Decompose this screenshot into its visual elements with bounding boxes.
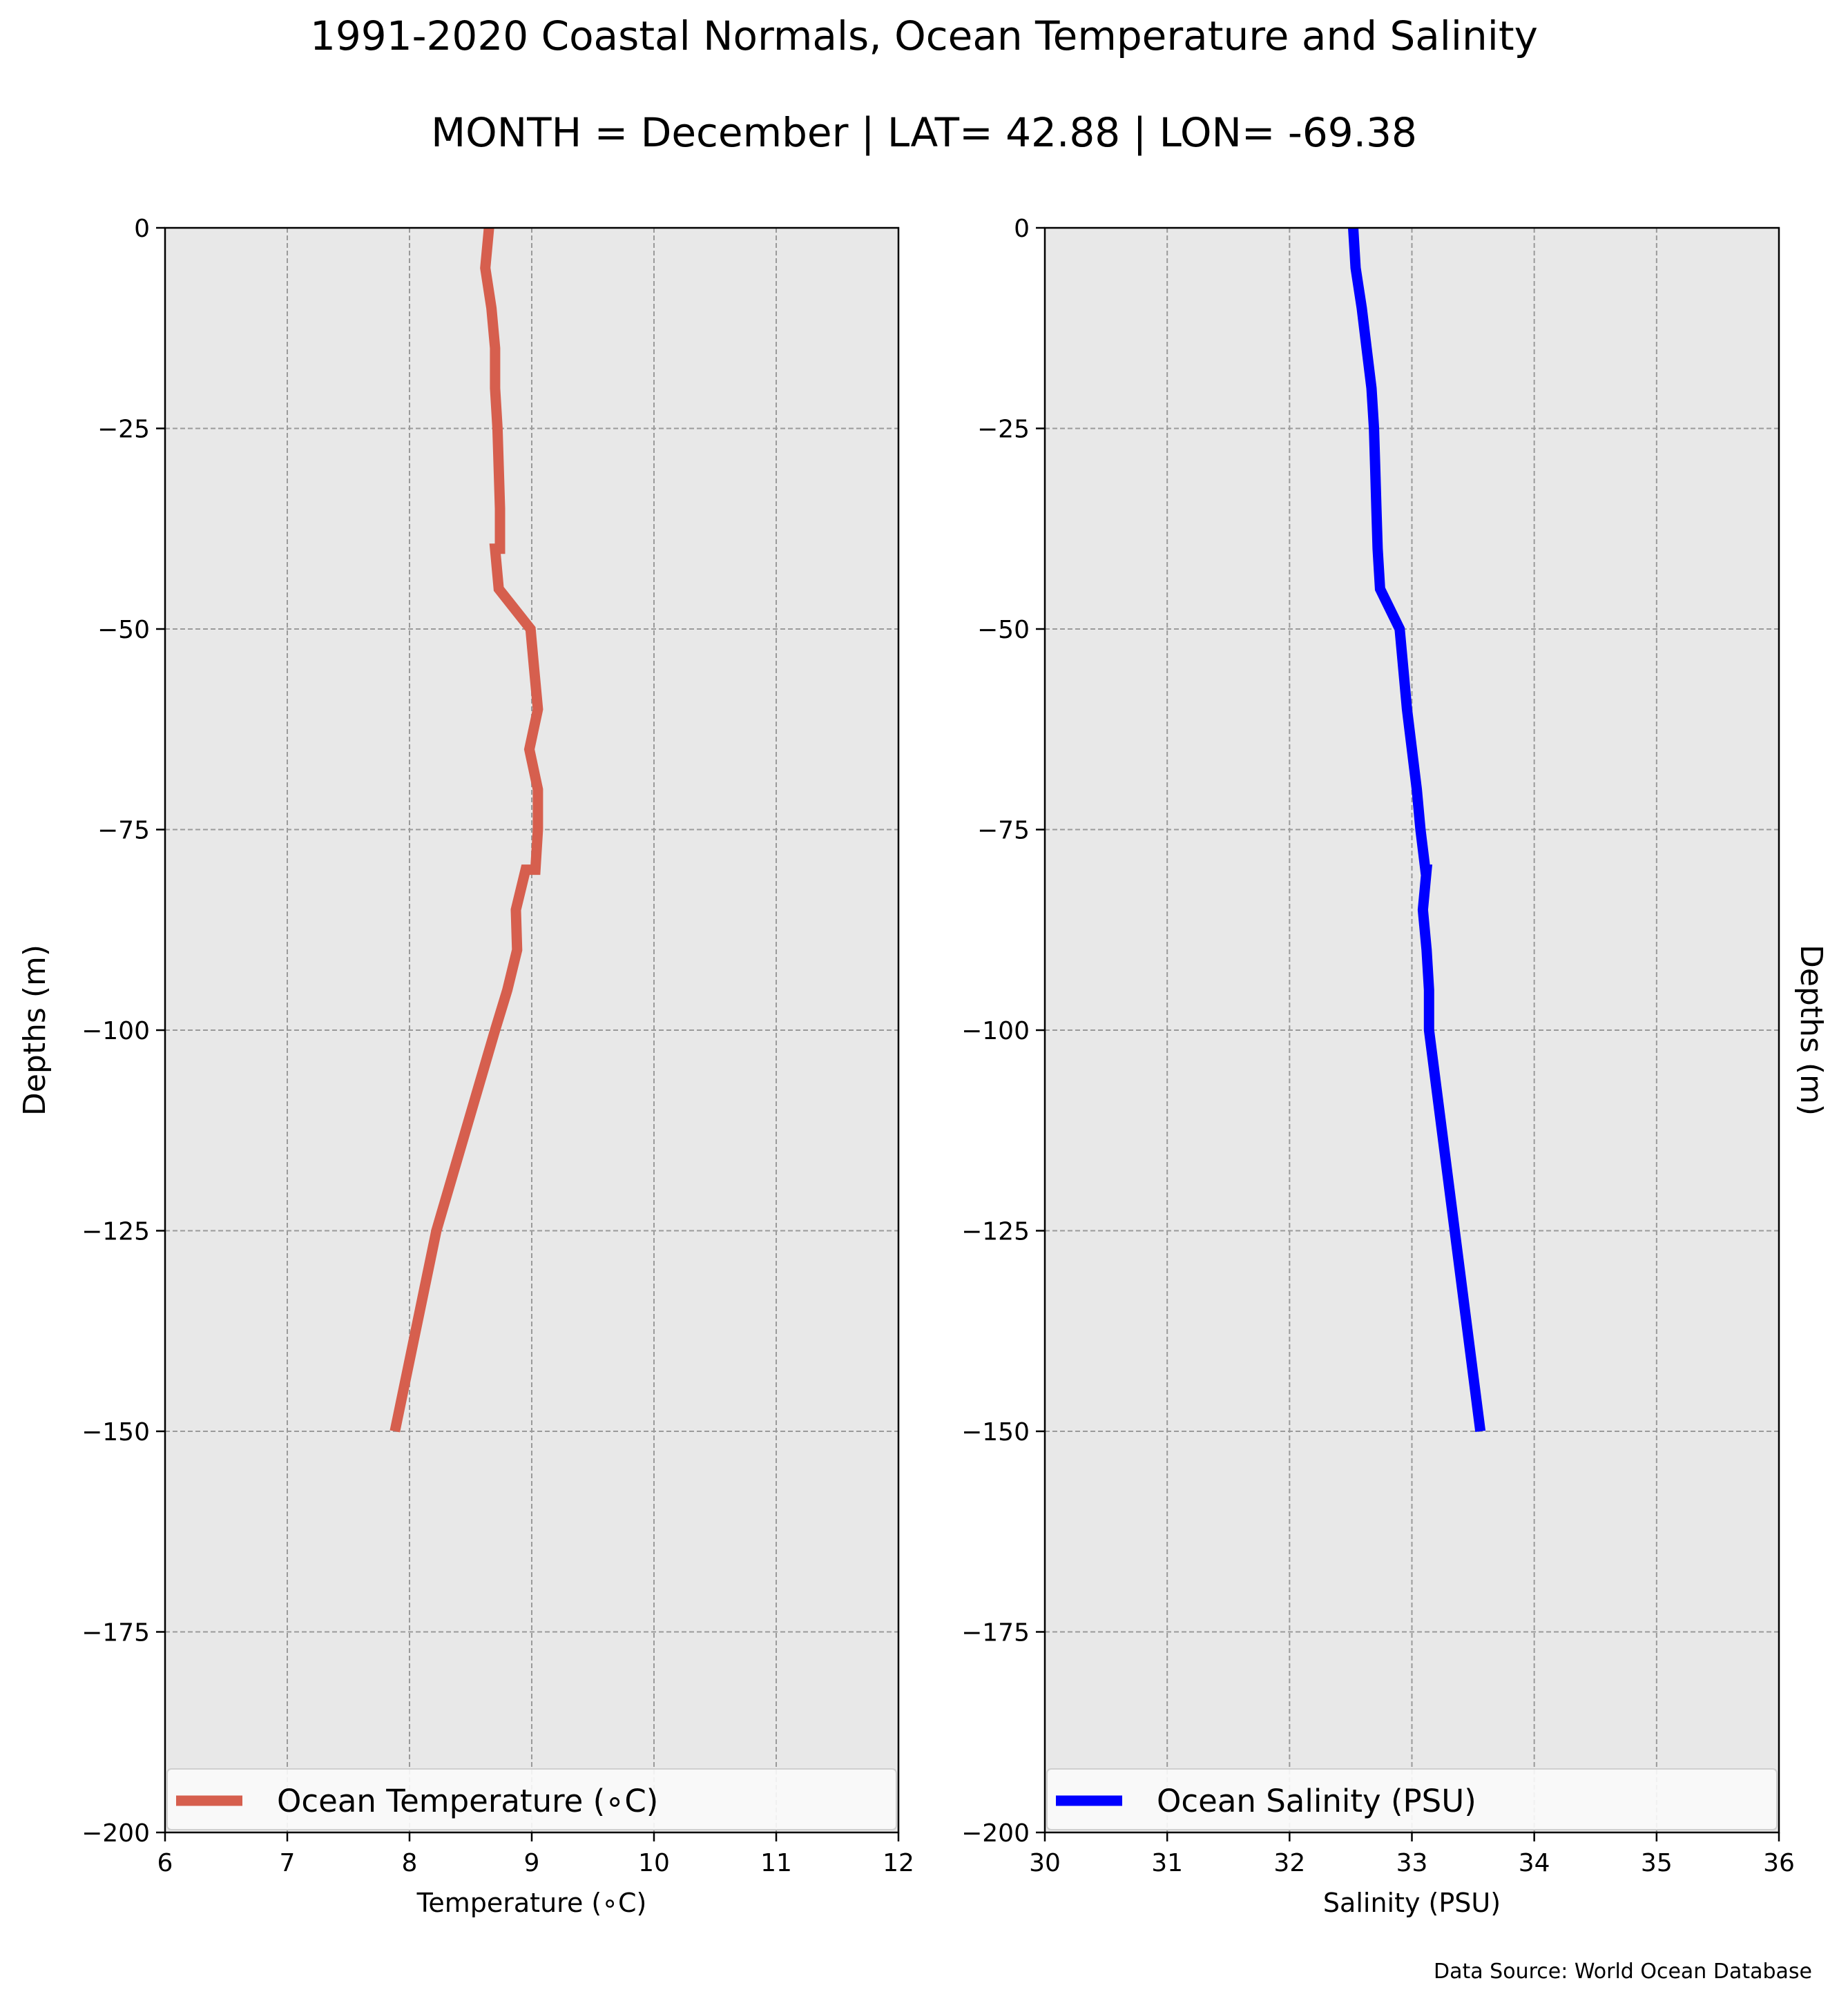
panel-1-y-tick-label: 0 — [134, 215, 150, 243]
panel-2-y-tick-label: 0 — [1014, 215, 1030, 243]
panel-2-y-tick-label: −100 — [961, 1017, 1030, 1045]
panel-2-x-axis-label: Salinity (PSU) — [1323, 1888, 1501, 1918]
panel-1-y-tick-label: −125 — [81, 1218, 150, 1246]
panel-1-x-tick-label: 11 — [760, 1849, 792, 1877]
panel-1-x-tick-label: 9 — [524, 1849, 540, 1877]
panel-2-legend-box — [1046, 1768, 1778, 1830]
panel-2-x-tick-label: 31 — [1151, 1849, 1183, 1877]
panel-1-y-tick-label: −25 — [97, 416, 150, 444]
panel-1-y-tick-label: −175 — [81, 1619, 150, 1647]
panel-1-axes-frame — [164, 226, 900, 1834]
panel-1-x-tick-label: 12 — [883, 1849, 914, 1877]
panel-2-axes-frame — [1043, 226, 1780, 1834]
panel-2-x-tick-label: 30 — [1029, 1849, 1061, 1877]
panel-2-x-tick-label: 33 — [1396, 1849, 1428, 1877]
panel-2-y-axis-label: Depths (m) — [1793, 945, 1829, 1116]
panel-2-series-line-1 — [1348, 227, 1486, 1432]
panel-2-x-tick-label: 36 — [1763, 1849, 1795, 1877]
panel-2-y-tick-label: −25 — [977, 416, 1030, 444]
panel-1-y-tick-label: −100 — [81, 1017, 150, 1045]
panel-1-x-tick-label: 6 — [157, 1849, 173, 1877]
panel-1-x-tick-label: 7 — [280, 1849, 296, 1877]
panel-1-x-axis-label: Temperature (∘C) — [416, 1888, 647, 1918]
panel-2-x-tick-label: 32 — [1273, 1849, 1305, 1877]
panel-1-legend-label: Ocean Temperature (∘C) — [277, 1783, 658, 1819]
panel-1-y-tick-label: −200 — [81, 1819, 150, 1848]
chart-subtitle: MONTH = December | LAT= 42.88 | LON= -69… — [431, 109, 1417, 156]
panel-1-x-tick-label: 8 — [402, 1849, 418, 1877]
chart-title: 1991-2020 Coastal Normals, Ocean Tempera… — [310, 12, 1538, 59]
panel-1-y-axis-label: Depths (m) — [17, 945, 52, 1116]
panel-1-legend-box — [166, 1768, 897, 1830]
panel-2-y-tick-label: −75 — [977, 817, 1030, 845]
panel-2-y-tick-label: −200 — [961, 1819, 1030, 1848]
panel-2-y-tick-label: −50 — [977, 616, 1030, 644]
panel-2-x-tick-label: 35 — [1641, 1849, 1673, 1877]
panel-2-y-tick-label: −125 — [961, 1218, 1030, 1246]
panel-1-y-tick-label: −50 — [97, 616, 150, 644]
panel-2-x-tick-label: 34 — [1519, 1849, 1550, 1877]
panel-1-x-tick-label: 10 — [638, 1849, 670, 1877]
panel-1-series-line-1 — [389, 227, 543, 1433]
panel-2-y-tick-label: −150 — [961, 1418, 1030, 1446]
panel-1-y-tick-label: −75 — [97, 817, 150, 845]
panel-2-y-tick-label: −175 — [961, 1619, 1030, 1647]
panel-2-legend-label: Ocean Salinity (PSU) — [1157, 1783, 1476, 1819]
panel-1-y-tick-label: −150 — [81, 1418, 150, 1446]
data-source-note: Data Source: World Ocean Database — [1434, 1960, 1812, 1984]
